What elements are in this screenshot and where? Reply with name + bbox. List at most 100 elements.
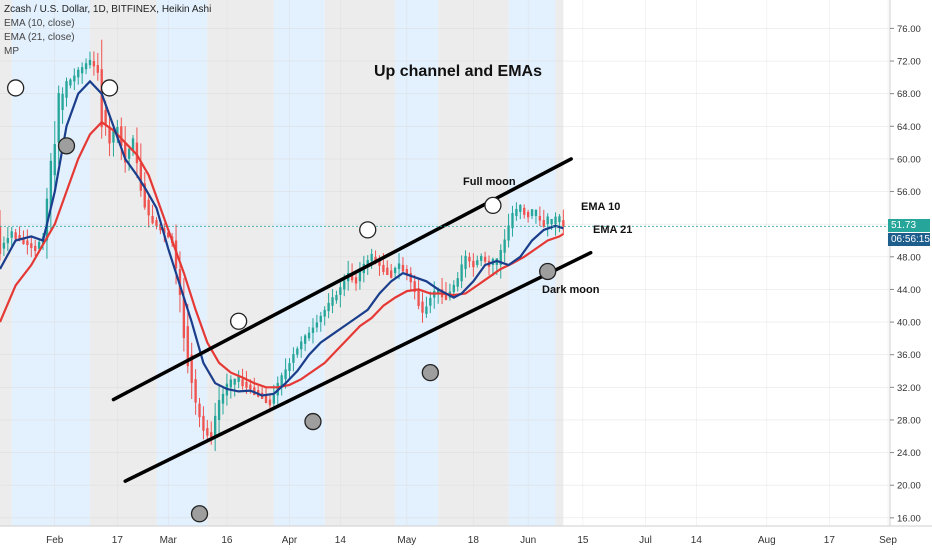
candle-body — [507, 225, 510, 241]
candle-body — [14, 232, 17, 239]
chart-legend: Zcash / U.S. Dollar, 1D, BITFINEX, Heiki… — [4, 3, 211, 59]
candle-body — [405, 269, 409, 276]
dark-moon-marker[interactable] — [421, 363, 439, 382]
y-tick-label: 76.00 — [897, 24, 921, 35]
x-tick-label: Feb — [46, 535, 64, 546]
candle-body — [73, 75, 76, 82]
candle-body — [468, 256, 471, 262]
candle-body — [80, 67, 84, 74]
band-grey — [207, 0, 274, 526]
candle-body — [562, 220, 565, 227]
candle-body — [272, 394, 276, 404]
candle-body — [378, 260, 381, 266]
candle-body — [163, 228, 166, 234]
dark-moon-marker[interactable] — [304, 412, 322, 431]
legend-ema21[interactable]: EMA (21, close) — [4, 32, 75, 43]
candle-body — [198, 403, 201, 418]
y-tick-label: 68.00 — [897, 89, 921, 100]
band-grey — [89, 0, 157, 526]
candle-body — [151, 216, 154, 224]
legend-mp[interactable]: MP — [4, 46, 19, 57]
candle-body — [323, 309, 326, 317]
candle-body — [526, 211, 530, 218]
y-tick-label: 20.00 — [897, 481, 921, 492]
candle-body — [534, 209, 538, 217]
dark-moon-marker[interactable] — [190, 505, 209, 523]
y-axis-ticks: 76.0072.0068.0064.0060.0056.0052.0048.00… — [890, 24, 921, 524]
candle-body — [210, 432, 213, 438]
candle-body — [190, 354, 193, 383]
full-moon-marker[interactable] — [359, 221, 377, 239]
candle-body — [159, 224, 162, 231]
candle-body — [0, 226, 2, 255]
candle-body — [358, 268, 362, 282]
x-tick-label: 16 — [221, 535, 233, 546]
candle-body — [6, 238, 9, 244]
candle-body — [386, 267, 389, 276]
candle-body — [456, 278, 459, 287]
candle-body — [464, 255, 467, 270]
dark-moon-marker[interactable] — [539, 262, 557, 281]
dark-moon-marker[interactable] — [57, 137, 76, 155]
full-moon-marker[interactable] — [229, 312, 248, 330]
candle-body — [303, 335, 307, 344]
candle-body — [241, 379, 244, 387]
candle-body — [315, 322, 319, 328]
y-tick-label: 36.00 — [897, 350, 921, 361]
legend-ema10[interactable]: EMA (10, close) — [4, 18, 75, 29]
candle-body — [104, 109, 107, 125]
candle-body — [483, 256, 487, 262]
candle-body — [530, 209, 534, 217]
candle-body — [401, 264, 405, 272]
candle-body — [436, 288, 440, 294]
candle-body — [425, 306, 428, 314]
candle-body — [550, 218, 553, 225]
candle-body — [10, 231, 13, 238]
candle-body — [213, 415, 217, 437]
candle-body — [233, 378, 236, 385]
countdown-tag: 06:56:15 — [888, 233, 930, 246]
candle-body — [460, 264, 463, 282]
x-tick-label: Apr — [282, 535, 298, 546]
x-tick-label: 17 — [824, 535, 836, 546]
candle-body — [300, 341, 303, 350]
candle-body — [65, 81, 68, 98]
candle-body — [182, 297, 186, 339]
x-tick-label: 17 — [112, 535, 124, 546]
candle-body — [280, 375, 283, 388]
full-moon-marker[interactable] — [100, 79, 119, 97]
candle-body — [30, 243, 33, 249]
candle-body — [2, 242, 6, 249]
candle-body — [167, 232, 170, 238]
y-tick-label: 44.00 — [897, 285, 921, 296]
full-moon-marker[interactable] — [6, 79, 25, 97]
candle-body — [249, 384, 252, 390]
y-tick-label: 64.00 — [897, 122, 921, 133]
candle-body — [511, 212, 514, 229]
x-tick-label: 14 — [691, 535, 703, 546]
candle-body — [284, 369, 287, 380]
ema21-line — [0, 120, 564, 389]
candle-body — [417, 289, 420, 307]
candle-body — [92, 61, 96, 67]
legend-title[interactable]: Zcash / U.S. Dollar, 1D, BITFINEX, Heiki… — [4, 4, 212, 15]
y-tick-label: 32.00 — [897, 383, 921, 394]
channel-lower-line[interactable] — [123, 250, 593, 483]
candle-body — [34, 245, 37, 251]
candle-body — [339, 287, 342, 295]
candle-body — [413, 281, 416, 292]
candle-body — [221, 393, 225, 404]
full-moon-marker[interactable] — [484, 196, 502, 215]
candle-body — [69, 79, 72, 86]
candle-body — [476, 260, 479, 265]
y-tick-label: 72.00 — [897, 57, 921, 68]
band-blue — [156, 0, 208, 526]
candle-body — [370, 253, 373, 261]
candle-body — [409, 273, 412, 283]
candle-body — [335, 295, 338, 301]
candle-body — [37, 241, 41, 249]
chart-title: Up channel and EMAs — [374, 63, 542, 80]
candle-body — [542, 220, 545, 227]
moon-markers — [6, 79, 557, 523]
